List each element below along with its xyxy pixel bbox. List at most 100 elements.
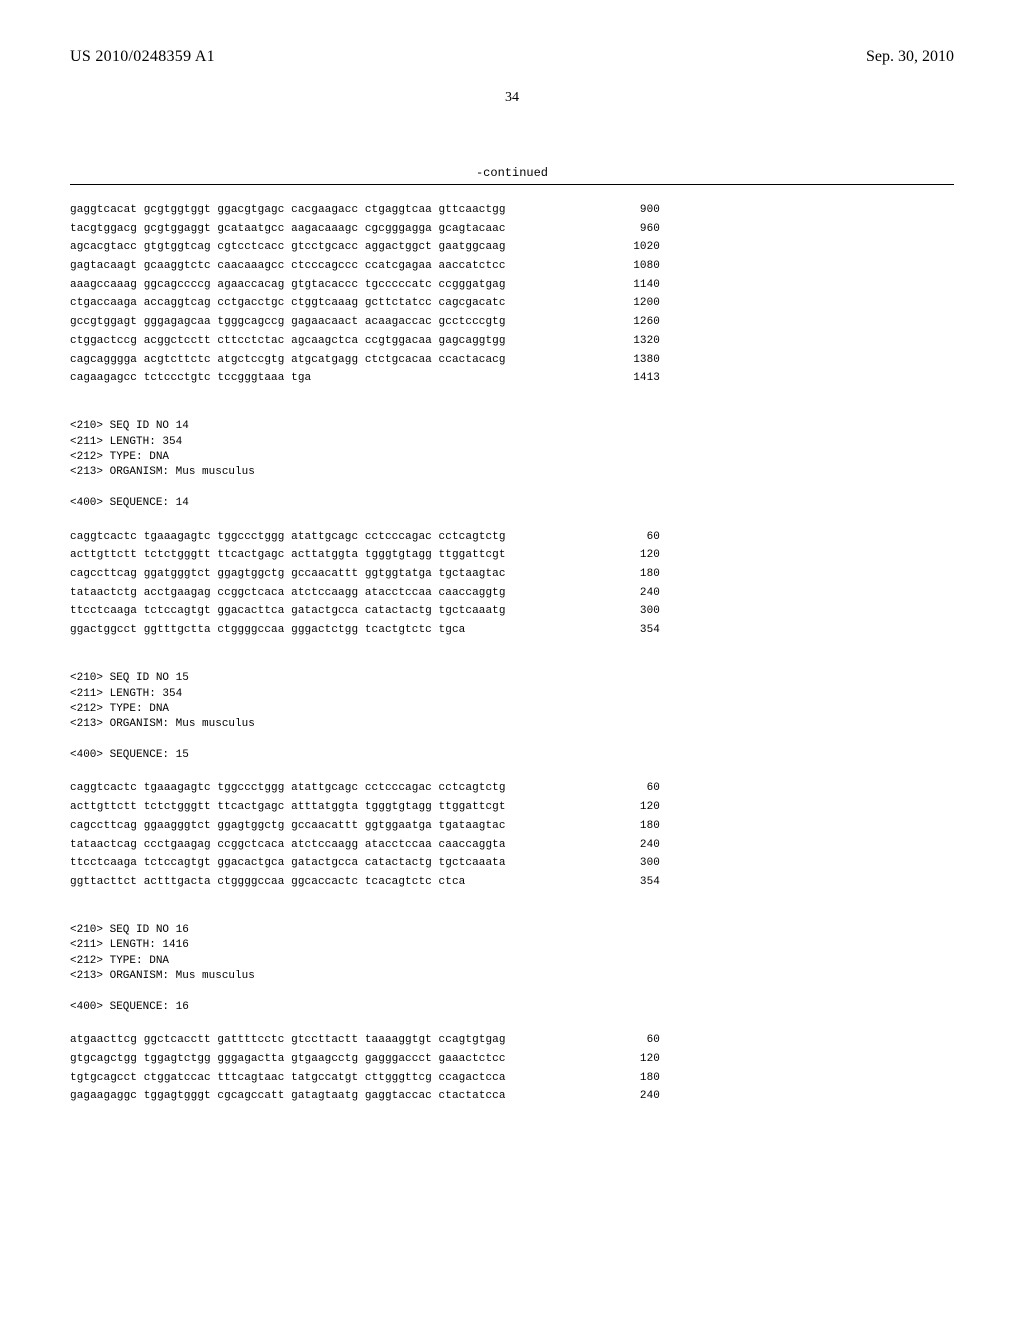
sequence-line: cagccttcag ggatgggtct ggagtggctg gccaaca… xyxy=(70,565,660,584)
sequence-text: atgaacttcg ggctcacctt gattttcctc gtcctta… xyxy=(70,1031,506,1050)
sequence-line: ttcctcaaga tctccagtgt ggacacttca gatactg… xyxy=(70,602,660,621)
meta-seq-id: <210> SEQ ID NO 15 xyxy=(70,672,189,684)
sequence-position: 60 xyxy=(618,1031,660,1050)
meta-sequence-label: <400> SEQUENCE: 16 xyxy=(70,1001,189,1013)
sequence-text: cagccttcag ggatgggtct ggagtggctg gccaaca… xyxy=(70,565,506,584)
sequence-line: cagaagagcc tctccctgtc tccgggtaaa tga 1413 xyxy=(70,369,660,388)
sequence-text: gagaagaggc tggagtgggt cgcagccatt gatagta… xyxy=(70,1087,506,1106)
sequence-text: ctggactccg acggctcctt cttcctctac agcaagc… xyxy=(70,332,506,351)
sequence-position: 300 xyxy=(618,854,660,873)
sequence-text: caggtcactc tgaaagagtc tggccctggg atattgc… xyxy=(70,528,506,547)
sequence-text: ctgaccaaga accaggtcag cctgacctgc ctggtca… xyxy=(70,294,506,313)
sequence-line: caggtcactc tgaaagagtc tggccctggg atattgc… xyxy=(70,528,660,547)
sequence-text: gccgtggagt gggagagcaa tgggcagccg gagaaca… xyxy=(70,313,506,332)
sequence-line: ctggactccg acggctcctt cttcctctac agcaagc… xyxy=(70,332,660,351)
meta-length: <211> LENGTH: 354 xyxy=(70,436,182,448)
sequence-position: 1260 xyxy=(618,313,660,332)
sequence-position: 180 xyxy=(618,817,660,836)
meta-seq-id: <210> SEQ ID NO 14 xyxy=(70,420,189,432)
sequence-position: 240 xyxy=(618,836,660,855)
sequence-line: ttcctcaaga tctccagtgt ggacactgca gatactg… xyxy=(70,854,660,873)
sequence-text: acttgttctt tctctgggtt ttcactgagc atttatg… xyxy=(70,798,506,817)
sequence-meta-14: <210> SEQ ID NO 14 <211> LENGTH: 354 <21… xyxy=(70,404,954,512)
publication-date: Sep. 30, 2010 xyxy=(866,48,954,66)
sequence-line: gtgcagctgg tggagtctgg gggagactta gtgaagc… xyxy=(70,1050,660,1069)
sequence-line: tataactcag ccctgaagag ccggctcaca atctcca… xyxy=(70,836,660,855)
meta-length: <211> LENGTH: 1416 xyxy=(70,939,189,951)
sequence-text: ttcctcaaga tctccagtgt ggacacttca gatactg… xyxy=(70,602,506,621)
meta-organism: <213> ORGANISM: Mus musculus xyxy=(70,970,255,982)
sequence-text: tacgtggacg gcgtggaggt gcataatgcc aagacaa… xyxy=(70,220,506,239)
sequence-line: caggtcactc tgaaagagtc tggccctggg atattgc… xyxy=(70,779,660,798)
sequence-position: 300 xyxy=(618,602,660,621)
meta-type: <212> TYPE: DNA xyxy=(70,703,169,715)
sequence-text: tataactcag ccctgaagag ccggctcaca atctcca… xyxy=(70,836,506,855)
sequence-text: cagccttcag ggaagggtct ggagtggctg gccaaca… xyxy=(70,817,506,836)
sequence-line: agcacgtacc gtgtggtcag cgtcctcacc gtcctgc… xyxy=(70,238,660,257)
meta-seq-id: <210> SEQ ID NO 16 xyxy=(70,924,189,936)
sequence-position: 1080 xyxy=(618,257,660,276)
sequence-position: 240 xyxy=(618,584,660,603)
sequence-position: 1140 xyxy=(618,276,660,295)
sequence-meta-15: <210> SEQ ID NO 15 <211> LENGTH: 354 <21… xyxy=(70,656,954,764)
sequence-text: gaggtcacat gcgtggtggt ggacgtgagc cacgaag… xyxy=(70,201,506,220)
sequence-position: 1380 xyxy=(618,351,660,370)
sequence-position: 60 xyxy=(618,779,660,798)
sequence-text: caggtcactc tgaaagagtc tggccctggg atattgc… xyxy=(70,779,506,798)
sequence-line: gaggtcacat gcgtggtggt ggacgtgagc cacgaag… xyxy=(70,201,660,220)
sequence-position: 120 xyxy=(618,798,660,817)
page-number: 34 xyxy=(70,90,954,106)
sequence-position: 1320 xyxy=(618,332,660,351)
sequence-text: ggactggcct ggtttgctta ctggggccaa gggactc… xyxy=(70,621,465,640)
meta-sequence-label: <400> SEQUENCE: 14 xyxy=(70,497,189,509)
sequence-position: 180 xyxy=(618,1069,660,1088)
sequence-position: 1200 xyxy=(618,294,660,313)
sequence-line: tataactctg acctgaagag ccggctcaca atctcca… xyxy=(70,584,660,603)
sequence-position: 354 xyxy=(618,621,660,640)
meta-type: <212> TYPE: DNA xyxy=(70,451,169,463)
sequence-position: 120 xyxy=(618,546,660,565)
sequence-position: 120 xyxy=(618,1050,660,1069)
sequence-line: acttgttctt tctctgggtt ttcactgagc atttatg… xyxy=(70,798,660,817)
sequence-text: tgtgcagcct ctggatccac tttcagtaac tatgcca… xyxy=(70,1069,506,1088)
sequence-block-continued: gaggtcacat gcgtggtggt ggacgtgagc cacgaag… xyxy=(70,201,954,388)
sequence-line: ctgaccaaga accaggtcag cctgacctgc ctggtca… xyxy=(70,294,660,313)
sequence-line: tgtgcagcct ctggatccac tttcagtaac tatgcca… xyxy=(70,1069,660,1088)
sequence-position: 960 xyxy=(618,220,660,239)
sequence-position: 354 xyxy=(618,873,660,892)
sequence-block-16: atgaacttcg ggctcacctt gattttcctc gtcctta… xyxy=(70,1031,954,1106)
meta-type: <212> TYPE: DNA xyxy=(70,955,169,967)
sequence-line: tacgtggacg gcgtggaggt gcataatgcc aagacaa… xyxy=(70,220,660,239)
sequence-text: agcacgtacc gtgtggtcag cgtcctcacc gtcctgc… xyxy=(70,238,506,257)
meta-organism: <213> ORGANISM: Mus musculus xyxy=(70,466,255,478)
sequence-position: 1413 xyxy=(618,369,660,388)
sequence-position: 1020 xyxy=(618,238,660,257)
sequence-text: cagaagagcc tctccctgtc tccgggtaaa tga xyxy=(70,369,311,388)
sequence-block-14: caggtcactc tgaaagagtc tggccctggg atattgc… xyxy=(70,528,954,640)
sequence-block-15: caggtcactc tgaaagagtc tggccctggg atattgc… xyxy=(70,779,954,891)
sequence-meta-16: <210> SEQ ID NO 16 <211> LENGTH: 1416 <2… xyxy=(70,908,954,1016)
sequence-position: 240 xyxy=(618,1087,660,1106)
page-header: US 2010/0248359 A1 Sep. 30, 2010 xyxy=(70,48,954,66)
sequence-text: gtgcagctgg tggagtctgg gggagactta gtgaagc… xyxy=(70,1050,506,1069)
sequence-line: gagtacaagt gcaaggtctc caacaaagcc ctcccag… xyxy=(70,257,660,276)
sequence-text: tataactctg acctgaagag ccggctcaca atctcca… xyxy=(70,584,506,603)
sequence-line: cagccttcag ggaagggtct ggagtggctg gccaaca… xyxy=(70,817,660,836)
meta-length: <211> LENGTH: 354 xyxy=(70,688,182,700)
patent-id: US 2010/0248359 A1 xyxy=(70,48,215,66)
sequence-position: 180 xyxy=(618,565,660,584)
sequence-position: 900 xyxy=(618,201,660,220)
sequence-line: gccgtggagt gggagagcaa tgggcagccg gagaaca… xyxy=(70,313,660,332)
sequence-position: 60 xyxy=(618,528,660,547)
sequence-line: aaagccaaag ggcagccccg agaaccacag gtgtaca… xyxy=(70,276,660,295)
sequence-text: ggttacttct actttgacta ctggggccaa ggcacca… xyxy=(70,873,465,892)
meta-sequence-label: <400> SEQUENCE: 15 xyxy=(70,749,189,761)
sequence-line: cagcagggga acgtcttctc atgctccgtg atgcatg… xyxy=(70,351,660,370)
sequence-line: ggactggcct ggtttgctta ctggggccaa gggactc… xyxy=(70,621,660,640)
sequence-text: aaagccaaag ggcagccccg agaaccacag gtgtaca… xyxy=(70,276,506,295)
sequence-text: ttcctcaaga tctccagtgt ggacactgca gatactg… xyxy=(70,854,506,873)
continued-label: -continued xyxy=(70,166,954,180)
sequence-line: gagaagaggc tggagtgggt cgcagccatt gatagta… xyxy=(70,1087,660,1106)
sequence-text: gagtacaagt gcaaggtctc caacaaagcc ctcccag… xyxy=(70,257,506,276)
sequence-line: ggttacttct actttgacta ctggggccaa ggcacca… xyxy=(70,873,660,892)
